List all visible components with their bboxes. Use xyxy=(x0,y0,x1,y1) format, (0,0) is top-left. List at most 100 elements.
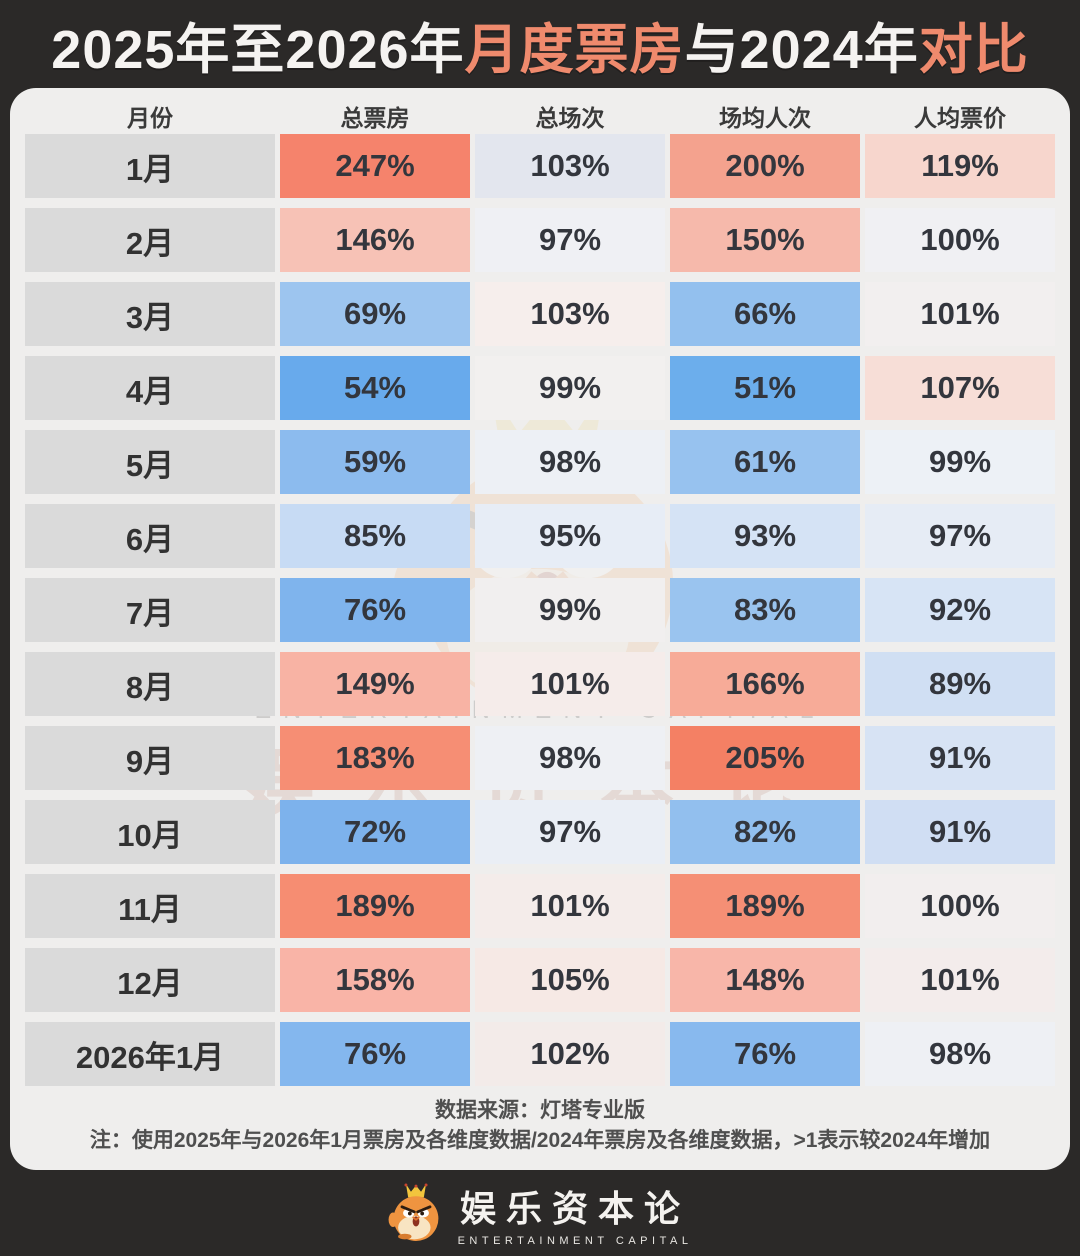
column-header: 场均人次 xyxy=(719,105,811,131)
table-row: 5月 59% 98% 61% 99% xyxy=(25,430,1055,494)
title-segment-accent: 月度票房 xyxy=(464,19,685,80)
month-cell: 1月 xyxy=(25,134,275,198)
value-cell: 93% xyxy=(670,504,860,568)
brand-text: 娱乐资本论 ENTERTAINMENT CAPITAL xyxy=(458,1180,693,1247)
table-row: 12月 158% 105% 148% 101% xyxy=(25,948,1055,1012)
month-cell: 10月 xyxy=(25,800,275,864)
value-cell: 146% xyxy=(280,208,470,272)
table-row: 2月 146% 97% 150% 100% xyxy=(25,208,1055,272)
value-cell: 89% xyxy=(865,652,1055,716)
column-header: 总场次 xyxy=(535,105,605,131)
value-cell: 102% xyxy=(475,1022,665,1086)
value-cell: 76% xyxy=(670,1022,860,1086)
month-cell: 2026年1月 xyxy=(25,1022,275,1086)
table-row: 11月 189% 101% 189% 100% xyxy=(25,874,1055,938)
title-segment: 2025年至2026年 xyxy=(51,19,465,80)
value-cell: 91% xyxy=(865,800,1055,864)
value-cell: 100% xyxy=(865,874,1055,938)
value-cell: 61% xyxy=(670,430,860,494)
value-cell: 97% xyxy=(475,800,665,864)
value-cell: 148% xyxy=(670,948,860,1012)
value-cell: 92% xyxy=(865,578,1055,642)
table-row: 1月 247% 103% 200% 119% xyxy=(25,134,1055,198)
brand-name-cn: 娱乐资本论 xyxy=(459,1187,690,1230)
month-cell: 5月 xyxy=(25,430,275,494)
value-cell: 83% xyxy=(670,578,860,642)
month-cell: 12月 xyxy=(25,948,275,1012)
data-source-note: 数据来源：灯塔专业版 xyxy=(435,1099,645,1122)
value-cell: 101% xyxy=(475,874,665,938)
table-row: 3月 69% 103% 66% 101% xyxy=(25,282,1055,346)
table-row: 10月 72% 97% 82% 91% xyxy=(25,800,1055,864)
value-cell: 189% xyxy=(670,874,860,938)
value-cell: 98% xyxy=(475,726,665,790)
value-cell: 100% xyxy=(865,208,1055,272)
value-cell: 72% xyxy=(280,800,470,864)
month-cell: 6月 xyxy=(25,504,275,568)
value-cell: 98% xyxy=(865,1022,1055,1086)
month-cell: 4月 xyxy=(25,356,275,420)
month-cell: 8月 xyxy=(25,652,275,716)
table-row: 2026年1月 76% 102% 76% 98% xyxy=(25,1022,1055,1086)
value-cell: 101% xyxy=(865,282,1055,346)
table-row: 4月 54% 99% 51% 107% xyxy=(25,356,1055,420)
table-row: 9月 183% 98% 205% 91% xyxy=(25,726,1055,790)
value-cell: 150% xyxy=(670,208,860,272)
table-card: ENTERTAINMENT CAPITAL 娱乐资本论 月份总票房总场次场均人次… xyxy=(10,88,1070,1170)
title-segment: 与2024年 xyxy=(684,19,919,80)
page-title: 2025年至2026年 月度票房 与2024年 对比 xyxy=(0,0,1080,88)
column-header: 月份 xyxy=(127,105,173,131)
value-cell: 183% xyxy=(280,726,470,790)
title-segment-accent: 对比 xyxy=(918,19,1029,80)
value-cell: 69% xyxy=(280,282,470,346)
value-cell: 99% xyxy=(475,356,665,420)
value-cell: 247% xyxy=(280,134,470,198)
value-cell: 101% xyxy=(865,948,1055,1012)
value-cell: 119% xyxy=(865,134,1055,198)
value-cell: 99% xyxy=(475,578,665,642)
value-cell: 98% xyxy=(475,430,665,494)
table-row: 8月 149% 101% 166% 89% xyxy=(25,652,1055,716)
value-cell: 158% xyxy=(280,948,470,1012)
value-cell: 95% xyxy=(475,504,665,568)
table-row: 7月 76% 99% 83% 92% xyxy=(25,578,1055,642)
month-cell: 7月 xyxy=(25,578,275,642)
value-cell: 59% xyxy=(280,430,470,494)
value-cell: 205% xyxy=(670,726,860,790)
value-cell: 51% xyxy=(670,356,860,420)
value-cell: 76% xyxy=(280,578,470,642)
value-cell: 76% xyxy=(280,1022,470,1086)
value-cell: 105% xyxy=(475,948,665,1012)
table-header-row: 月份 总票房 总场次 场均人次 人均票价 xyxy=(25,98,1055,134)
month-cell: 9月 xyxy=(25,726,275,790)
value-cell: 85% xyxy=(280,504,470,568)
value-cell: 103% xyxy=(475,282,665,346)
value-cell: 103% xyxy=(475,134,665,198)
table-body: 1月 247% 103% 200% 119% 2月 146% 97% 150% 100% 3月 69%… xyxy=(25,134,1055,1086)
value-cell: 149% xyxy=(280,652,470,716)
column-header: 人均票价 xyxy=(914,105,1006,131)
value-cell: 54% xyxy=(280,356,470,420)
value-cell: 166% xyxy=(670,652,860,716)
value-cell: 189% xyxy=(280,874,470,938)
footnotes: 数据来源：灯塔专业版 注：使用2025年与2026年1月票房及各维度数据/202… xyxy=(25,1096,1055,1156)
column-header: 总票房 xyxy=(340,105,410,131)
value-cell: 99% xyxy=(865,430,1055,494)
value-cell: 200% xyxy=(670,134,860,198)
table-row: 6月 85% 95% 93% 97% xyxy=(25,504,1055,568)
method-note: 注：使用2025年与2026年1月票房及各维度数据/2024年票房及各维度数据，… xyxy=(89,1129,991,1152)
value-cell: 91% xyxy=(865,726,1055,790)
value-cell: 82% xyxy=(670,800,860,864)
value-cell: 97% xyxy=(865,504,1055,568)
brand-name-en: ENTERTAINMENT CAPITAL xyxy=(457,1234,693,1247)
brand-footer: 娱乐资本论 ENTERTAINMENT CAPITAL xyxy=(0,1170,1080,1256)
value-cell: 66% xyxy=(670,282,860,346)
month-cell: 2月 xyxy=(25,208,275,272)
month-cell: 11月 xyxy=(25,874,275,938)
value-cell: 97% xyxy=(475,208,665,272)
value-cell: 107% xyxy=(865,356,1055,420)
mascot-logo-icon xyxy=(388,1183,438,1241)
month-cell: 3月 xyxy=(25,282,275,346)
value-cell: 101% xyxy=(475,652,665,716)
